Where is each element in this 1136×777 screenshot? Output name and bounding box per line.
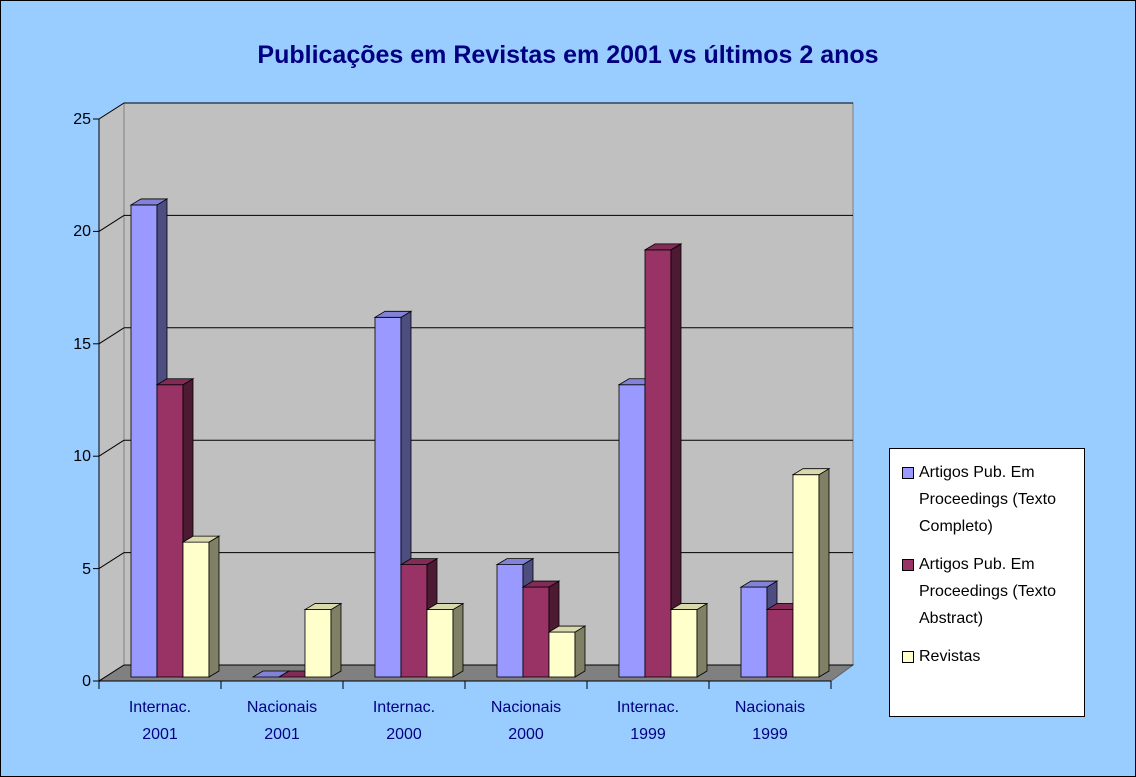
bar-front [644,249,672,678]
x-tick-label: Nacionais 1999 [734,699,806,743]
legend-label: Artigos Pub. Em Proceedings (Texto Compl… [919,464,1056,535]
bar-front [618,384,646,678]
bar-top [669,603,709,610]
bar [425,602,465,678]
x-tick-label: Nacionais 2001 [246,699,318,743]
x-tick-label: Internac. 2000 [372,699,436,743]
bar [791,467,831,678]
bar-front [740,586,768,678]
bar-side [574,625,586,678]
bar-front [400,564,428,678]
bar-front [766,609,794,678]
bar [643,243,683,678]
bar [669,602,709,678]
y-tick-label: 10 [73,448,91,466]
bar-front [670,609,698,678]
grid-line [98,664,125,682]
bar-front [548,631,576,678]
bar [303,602,343,678]
bar [181,535,221,678]
bar-top [399,558,439,565]
bar-side [330,602,342,678]
bar-top [303,603,343,610]
legend-swatch [902,651,914,663]
bar-front [304,609,332,678]
bar-front [130,204,158,678]
side-wall [98,102,125,682]
bar-side [818,467,830,678]
y-tick-label: 15 [73,335,91,353]
y-tick-label: 0 [82,673,91,690]
x-tick-label: Nacionais 2000 [490,699,562,743]
x-tick-label: Internac. 1999 [616,699,680,743]
bar-top [129,198,169,206]
bar-top [425,603,465,610]
grid-line [98,214,125,232]
y-tick-label: 5 [82,560,91,578]
y-tick-label: 25 [73,111,91,128]
grid-line [98,102,125,120]
bar-top [373,310,413,318]
grid-line [98,552,125,570]
legend-label: Artigos Pub. Em Proceedings (Texto Abstr… [919,556,1056,627]
bar-top [521,580,561,588]
bar-side [208,535,220,678]
bar-side [452,602,464,678]
bar-front [522,586,550,678]
bar-top [643,243,683,251]
bar-front [182,541,210,678]
y-tick-label: 20 [73,223,91,241]
back-wall [123,102,854,666]
bar-top [739,580,779,588]
bar-front [374,316,402,678]
bar-front [496,564,524,678]
legend-swatch [902,467,914,479]
legend-swatch [902,559,914,571]
bar-front [156,384,184,678]
bar-top [495,558,535,565]
bar-front [426,609,454,678]
grid-line [98,327,125,345]
bar-top [547,625,587,633]
bar-side [696,602,708,678]
legend-label: Revistas [919,648,981,665]
chart-title: Publicações em Revistas em 2001 vs últim… [257,41,879,69]
bar-top [791,468,831,476]
bar-top [181,535,221,543]
bar-top [155,378,195,386]
bar [547,625,587,678]
grid-line [98,439,125,457]
x-tick-label: Internac. 2001 [128,699,192,743]
legend: Artigos Pub. Em Proceedings (Texto Compl… [889,448,1085,717]
bar-front [792,474,820,678]
